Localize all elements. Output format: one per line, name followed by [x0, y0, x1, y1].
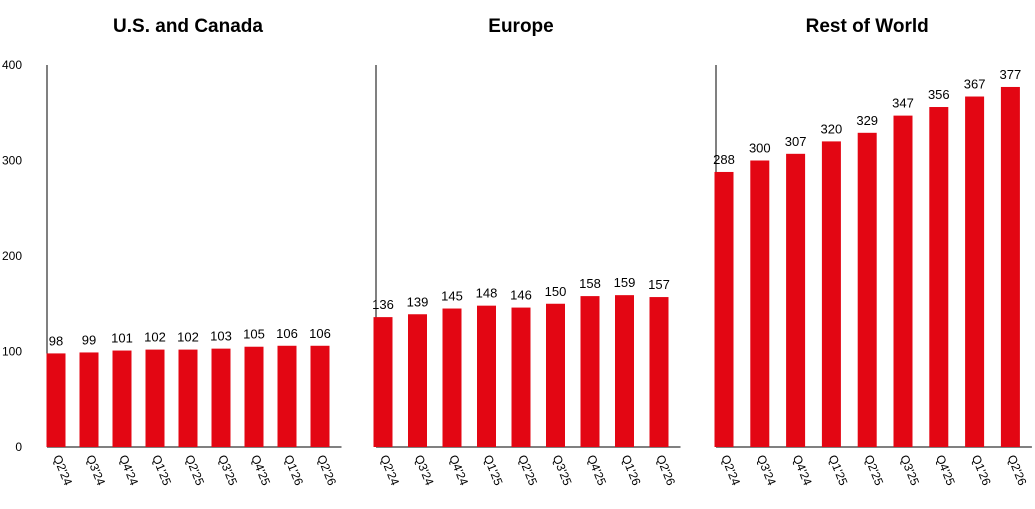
panel-title: Rest of World [806, 16, 929, 37]
panel-title: U.S. and Canada [113, 16, 263, 37]
bar [786, 153, 806, 447]
data-label: 158 [579, 276, 601, 291]
data-label: 159 [614, 275, 636, 290]
bar [580, 296, 600, 447]
data-label: 145 [441, 289, 463, 304]
x-tick-label: Q2'25 [861, 453, 886, 488]
x-tick-label: Q1'25 [149, 453, 174, 488]
x-tick-label: Q2'24 [718, 453, 743, 488]
x-tick-label: Q3'25 [897, 453, 922, 488]
data-label: 356 [928, 87, 950, 102]
bar [750, 160, 770, 447]
data-label: 139 [407, 294, 429, 309]
x-tick-label: Q4'24 [116, 453, 141, 488]
bar [929, 107, 949, 448]
x-tick-label: Q2'24 [50, 453, 75, 488]
data-label: 98 [49, 333, 63, 348]
data-label: 367 [964, 77, 986, 92]
bar [615, 295, 634, 447]
x-tick-label: Q3'25 [215, 453, 240, 488]
data-label: 106 [276, 326, 298, 341]
y-tick-label: 400 [2, 58, 22, 72]
x-tick-label: Q4'24 [446, 453, 471, 488]
bar [112, 350, 132, 447]
x-tick-label: Q2'26 [1005, 453, 1030, 488]
data-label: 288 [713, 152, 735, 167]
bar [477, 305, 496, 447]
x-tick-label: Q1'25 [481, 453, 506, 488]
y-tick-label: 100 [2, 345, 22, 359]
data-label: 307 [785, 134, 807, 149]
data-label: 377 [1000, 67, 1022, 82]
bar [244, 346, 264, 447]
bar [1000, 86, 1020, 447]
bar [649, 297, 669, 447]
x-tick-label: Q1'25 [826, 453, 851, 488]
data-label: 105 [243, 327, 265, 342]
data-label: 150 [545, 284, 567, 299]
y-tick-label: 200 [2, 249, 22, 263]
x-tick-label: Q1'26 [969, 453, 994, 488]
bar [714, 171, 734, 447]
y-tick-label: 300 [2, 154, 22, 168]
x-tick-label: Q2'25 [515, 453, 540, 488]
x-tick-label: Q1'26 [619, 453, 644, 488]
data-label: 157 [648, 277, 670, 292]
bar [178, 349, 198, 447]
x-tick-label: Q2'26 [314, 453, 339, 488]
bar [79, 352, 99, 447]
bar [893, 115, 913, 448]
data-label: 102 [177, 330, 199, 345]
bar [857, 132, 877, 447]
x-tick-label: Q4'24 [790, 453, 815, 488]
x-tick-label: Q3'24 [754, 453, 779, 488]
data-label: 99 [82, 332, 96, 347]
bar [373, 317, 393, 447]
x-tick-label: Q2'26 [653, 453, 678, 488]
data-label: 146 [510, 288, 532, 303]
bar [442, 308, 462, 447]
bar [511, 307, 531, 447]
data-label: 320 [821, 121, 843, 136]
y-tick-label: 0 [15, 440, 22, 454]
data-label: 329 [856, 113, 878, 128]
bar [211, 348, 231, 447]
data-label: 106 [309, 326, 331, 341]
x-tick-label: Q3'24 [83, 453, 108, 488]
bar [46, 353, 66, 447]
panel-title: Europe [488, 16, 553, 37]
bar [408, 314, 427, 447]
data-label: 136 [372, 297, 394, 312]
data-label: 103 [210, 329, 232, 344]
bar [145, 349, 165, 447]
data-label: 148 [476, 286, 498, 301]
x-tick-label: Q3'25 [550, 453, 575, 488]
x-tick-label: Q3'24 [412, 453, 437, 488]
x-tick-label: Q1'26 [281, 453, 306, 488]
bar [546, 303, 565, 447]
bar [821, 141, 841, 447]
x-tick-label: Q2'24 [377, 453, 402, 488]
data-label: 347 [892, 96, 914, 111]
data-label: 300 [749, 141, 771, 156]
x-tick-label: Q4'25 [248, 453, 273, 488]
bar [310, 345, 330, 447]
data-label: 102 [144, 330, 166, 345]
x-tick-label: Q4'25 [584, 453, 609, 488]
data-label: 101 [111, 331, 133, 346]
bar [277, 345, 297, 447]
x-tick-label: Q4'25 [933, 453, 958, 488]
x-tick-label: Q2'25 [182, 453, 207, 488]
bar [965, 96, 985, 447]
